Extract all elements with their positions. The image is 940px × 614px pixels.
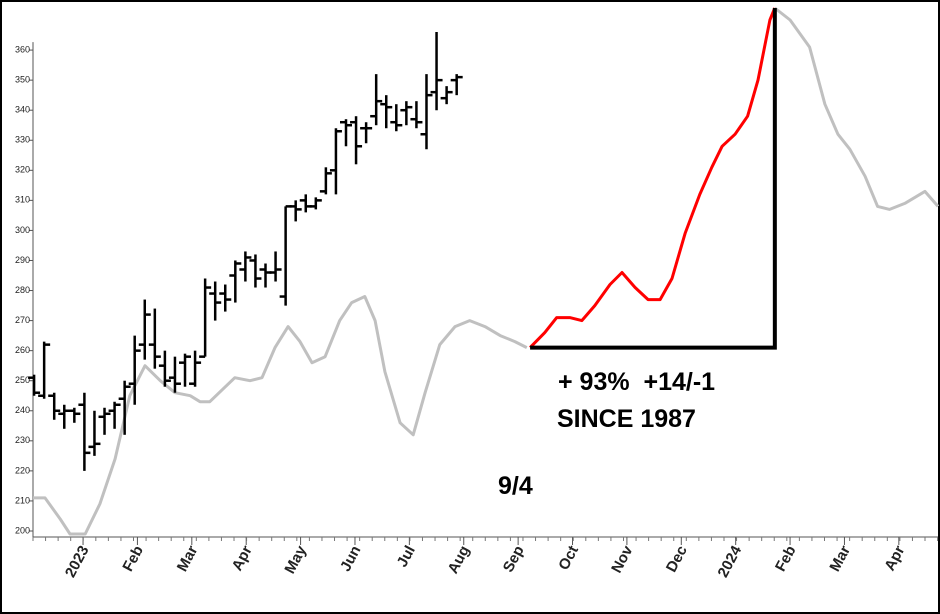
y-tick-label: 350 <box>15 75 30 85</box>
line <box>33 295 528 536</box>
y-tick-label: 270 <box>15 315 30 325</box>
y-tick-label: 340 <box>15 105 30 115</box>
line <box>529 7 777 349</box>
y-tick-label: 360 <box>15 44 30 54</box>
line <box>773 6 940 211</box>
y-tick-label: 280 <box>15 285 30 295</box>
y-tick-label: 310 <box>15 195 30 205</box>
y-tick-label: 290 <box>15 255 30 265</box>
annotation: 9/4 <box>498 472 533 500</box>
y-tick-label: 330 <box>15 135 30 145</box>
y-tick-label: 300 <box>15 225 30 235</box>
y-tick-label: 220 <box>15 465 30 475</box>
annotation: SINCE 1987 <box>557 405 696 433</box>
annotation: + 93% +14/-1 <box>558 368 715 396</box>
y-tick-label: 320 <box>15 165 30 175</box>
y-tick-label: 200 <box>15 525 30 535</box>
y-tick-label: 210 <box>15 495 30 505</box>
y-tick-label: 230 <box>15 435 30 445</box>
y-tick-label: 260 <box>15 345 30 355</box>
bracket <box>530 8 777 350</box>
y-tick-label: 240 <box>15 405 30 415</box>
y-tick-label: 250 <box>15 375 30 385</box>
